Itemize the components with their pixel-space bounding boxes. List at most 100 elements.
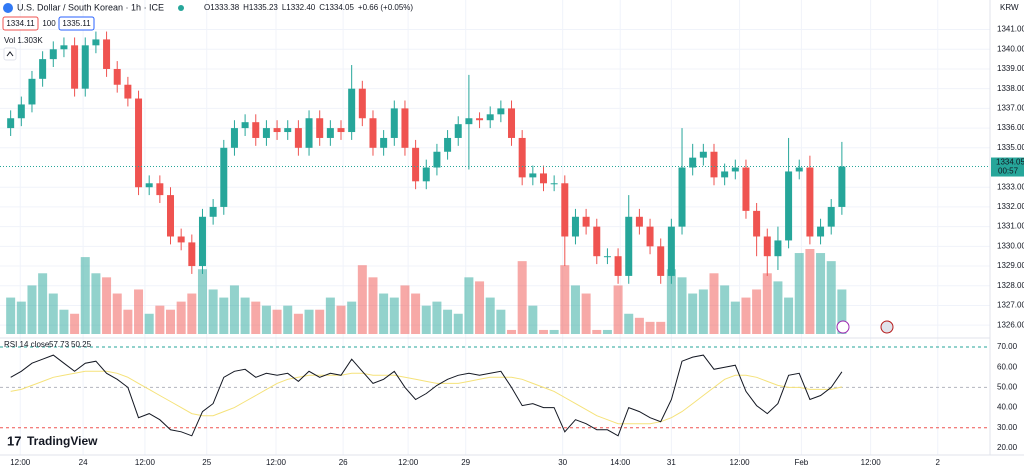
y-tick-label: 1330.00 bbox=[997, 241, 1024, 250]
x-tick-label: 12:00 bbox=[861, 458, 882, 467]
volume-bar bbox=[730, 301, 740, 334]
volume-bar bbox=[741, 297, 751, 334]
grid bbox=[0, 0, 990, 455]
volume-bar bbox=[624, 313, 634, 334]
volume-bar bbox=[368, 277, 378, 334]
candle-body bbox=[220, 147, 228, 207]
volume-bar bbox=[443, 309, 453, 334]
candle-body bbox=[401, 108, 409, 148]
candle-body bbox=[497, 108, 505, 115]
last-price-label: 1334.05 bbox=[996, 158, 1024, 167]
candle-body bbox=[60, 45, 68, 50]
candle-body bbox=[529, 173, 537, 178]
candle-body bbox=[454, 124, 462, 138]
x-tick-label: 12:00 bbox=[10, 458, 31, 467]
volume-bar bbox=[187, 293, 197, 334]
volume-bar bbox=[698, 289, 708, 334]
event-icon[interactable] bbox=[836, 320, 850, 334]
volume-bar bbox=[283, 305, 293, 334]
rsi-ma-value: 50.25 bbox=[71, 340, 92, 349]
candle-body bbox=[678, 167, 686, 227]
volume-bar bbox=[773, 281, 783, 334]
candle-body bbox=[433, 151, 441, 168]
volume-bar bbox=[176, 301, 186, 334]
candle-body bbox=[422, 167, 430, 182]
candle-body bbox=[795, 167, 803, 172]
us-event-icon[interactable] bbox=[880, 320, 894, 334]
volume-bar bbox=[48, 293, 58, 334]
x-tick-label: 30 bbox=[558, 458, 567, 467]
spread: 100 bbox=[42, 19, 56, 28]
volume-bar bbox=[581, 293, 591, 334]
rsi-tick-label: 30.00 bbox=[997, 423, 1018, 432]
volume-bar bbox=[347, 301, 357, 334]
volume-bar bbox=[688, 293, 698, 334]
candle-body bbox=[177, 236, 185, 243]
y-tick-label: 1326.00 bbox=[997, 320, 1024, 329]
volume-label: Vol 1.303K bbox=[4, 36, 43, 45]
buy-button[interactable] bbox=[58, 16, 95, 31]
volume-bar bbox=[261, 305, 271, 334]
volume-bar bbox=[293, 313, 303, 334]
x-tick-label: 24 bbox=[79, 458, 88, 467]
symbol-title[interactable]: U.S. Dollar / South Korean · 1h · ICE bbox=[17, 2, 164, 12]
volume-bar bbox=[762, 273, 772, 334]
x-tick-label: 26 bbox=[339, 458, 348, 467]
candle-body bbox=[614, 256, 622, 276]
volume-bar bbox=[123, 309, 133, 334]
volume-bar bbox=[411, 293, 421, 334]
volume-bar bbox=[219, 297, 229, 334]
volume-bar bbox=[421, 305, 431, 334]
candle-body bbox=[39, 59, 47, 79]
volume-bar bbox=[805, 249, 815, 334]
y-tick-label: 1328.00 bbox=[997, 281, 1024, 290]
candle-body bbox=[593, 226, 601, 257]
candle-body bbox=[262, 128, 270, 138]
candle-body bbox=[508, 108, 516, 138]
candle-body bbox=[412, 147, 420, 182]
candle-body bbox=[561, 183, 569, 237]
candle-body bbox=[337, 128, 345, 133]
volume-bar bbox=[272, 309, 282, 334]
volume-bar bbox=[475, 281, 485, 334]
ohlc-value: C1334.05 bbox=[319, 3, 354, 12]
volume-bar bbox=[325, 297, 335, 334]
candle-body bbox=[71, 45, 79, 89]
candle-body bbox=[774, 240, 782, 257]
y-tick-label: 1335.00 bbox=[997, 143, 1024, 152]
volume-bar bbox=[453, 313, 463, 334]
ohlc-value: L1332.40 bbox=[282, 3, 316, 12]
volume-bar bbox=[80, 257, 90, 334]
rsi-line bbox=[10, 354, 843, 437]
x-tick-label: 2 bbox=[936, 458, 941, 467]
candle-body bbox=[92, 39, 100, 46]
ohlc-legend: O1333.38 H1335.23 L1332.40 C1334.05 +0.66 (+… bbox=[204, 3, 413, 12]
y-tick-label: 1337.00 bbox=[997, 104, 1024, 113]
volume-bar bbox=[485, 297, 495, 334]
brand: TradingView bbox=[27, 434, 98, 448]
y-tick-label: 1340.00 bbox=[997, 44, 1024, 53]
candle-body bbox=[721, 171, 729, 178]
volume-bar bbox=[357, 265, 367, 334]
rsi-tick-label: 50.00 bbox=[997, 383, 1018, 392]
y-tick-label: 1336.00 bbox=[997, 123, 1024, 132]
volume-bar bbox=[507, 329, 517, 334]
y-tick-label: 1339.00 bbox=[997, 64, 1024, 73]
candle-body bbox=[81, 45, 89, 89]
candle-body bbox=[625, 216, 633, 276]
sell-button[interactable] bbox=[2, 16, 39, 31]
volume-bar bbox=[538, 329, 548, 334]
rsi-layer bbox=[0, 346, 990, 437]
sell-price: 1334.11 bbox=[6, 19, 35, 28]
volume-bar bbox=[379, 293, 389, 334]
candle-body bbox=[486, 114, 494, 121]
volume-bar bbox=[784, 297, 794, 334]
candle-body bbox=[444, 137, 452, 152]
volume-bar bbox=[528, 305, 538, 334]
x-tick-label: 25 bbox=[202, 458, 211, 467]
volume-bar bbox=[144, 313, 154, 334]
collapse-button[interactable] bbox=[3, 47, 17, 61]
candle-body bbox=[518, 137, 526, 178]
candle-body bbox=[550, 183, 558, 185]
